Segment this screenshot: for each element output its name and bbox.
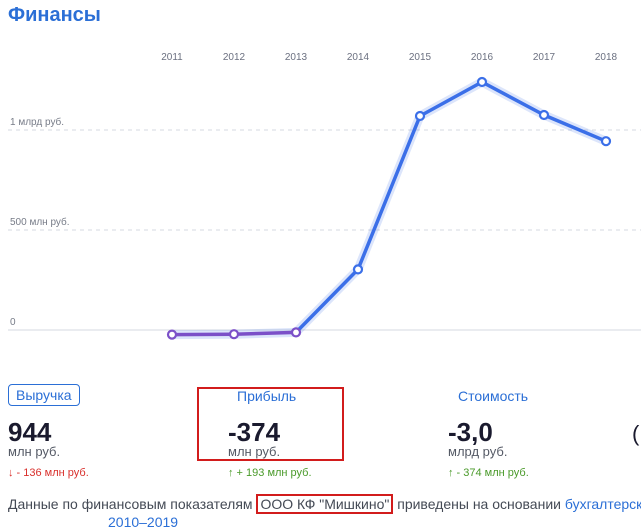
revenue-delta: ↓ - 136 млн руб. [8,467,89,479]
x-tick-label: 2013 [285,52,308,63]
data-point[interactable] [354,265,362,273]
data-source-note: Данные по финансовым показателям ООО КФ … [8,496,641,512]
x-tick-label: 2016 [471,52,494,63]
x-tick-label: 2014 [347,52,370,63]
data-point[interactable] [292,328,300,336]
x-tick-label: 2011 [161,52,183,63]
data-point[interactable] [168,331,176,339]
y-tick-label: 1 млрд руб. [10,116,64,128]
value-unit: млрд руб. [448,444,507,459]
series-segment [482,82,544,115]
series-line-glow [172,82,606,335]
series-points[interactable] [168,78,610,339]
series-segment [296,269,358,332]
series-segment [358,116,420,269]
x-tick-label: 2012 [223,52,246,63]
value-delta: ↑ - 374 млн руб. [448,467,529,479]
company-name: ООО КФ "Мишкино" [256,494,393,514]
series-segment [234,332,296,334]
y-axis-labels: 1 млрд руб. 500 млн руб. 0 [10,116,70,328]
next-metric-edge: ( [632,421,641,445]
x-tick-label: 2018 [595,52,618,63]
data-point[interactable] [540,111,548,119]
x-axis-labels: 2011 2012 2013 2014 2015 2016 2017 2018 [161,52,617,63]
data-point[interactable] [602,137,610,145]
x-tick-label: 2017 [533,52,556,63]
series-lines [172,82,606,335]
years-link[interactable]: 2010–2019 [108,514,178,530]
profit-delta: ↑ + 193 млн руб. [228,467,312,479]
profit-unit: млн руб. [228,444,280,459]
tab-revenue[interactable]: Выручка [8,384,80,406]
data-point[interactable] [478,78,486,86]
accounting-link[interactable]: бухгалтерск [565,496,641,512]
tab-value[interactable]: Стоимость [458,388,528,404]
series-segment [544,115,606,141]
series-segment [420,82,482,116]
x-tick-label: 2015 [409,52,432,63]
note-prefix: Данные по финансовым показателям [8,496,256,512]
y-tick-label: 500 млн руб. [10,216,70,228]
revenue-unit: млн руб. [8,444,60,459]
data-point[interactable] [416,112,424,120]
y-tick-label: 0 [10,317,16,328]
data-point[interactable] [230,330,238,338]
note-middle: приведены на основании [393,496,565,512]
